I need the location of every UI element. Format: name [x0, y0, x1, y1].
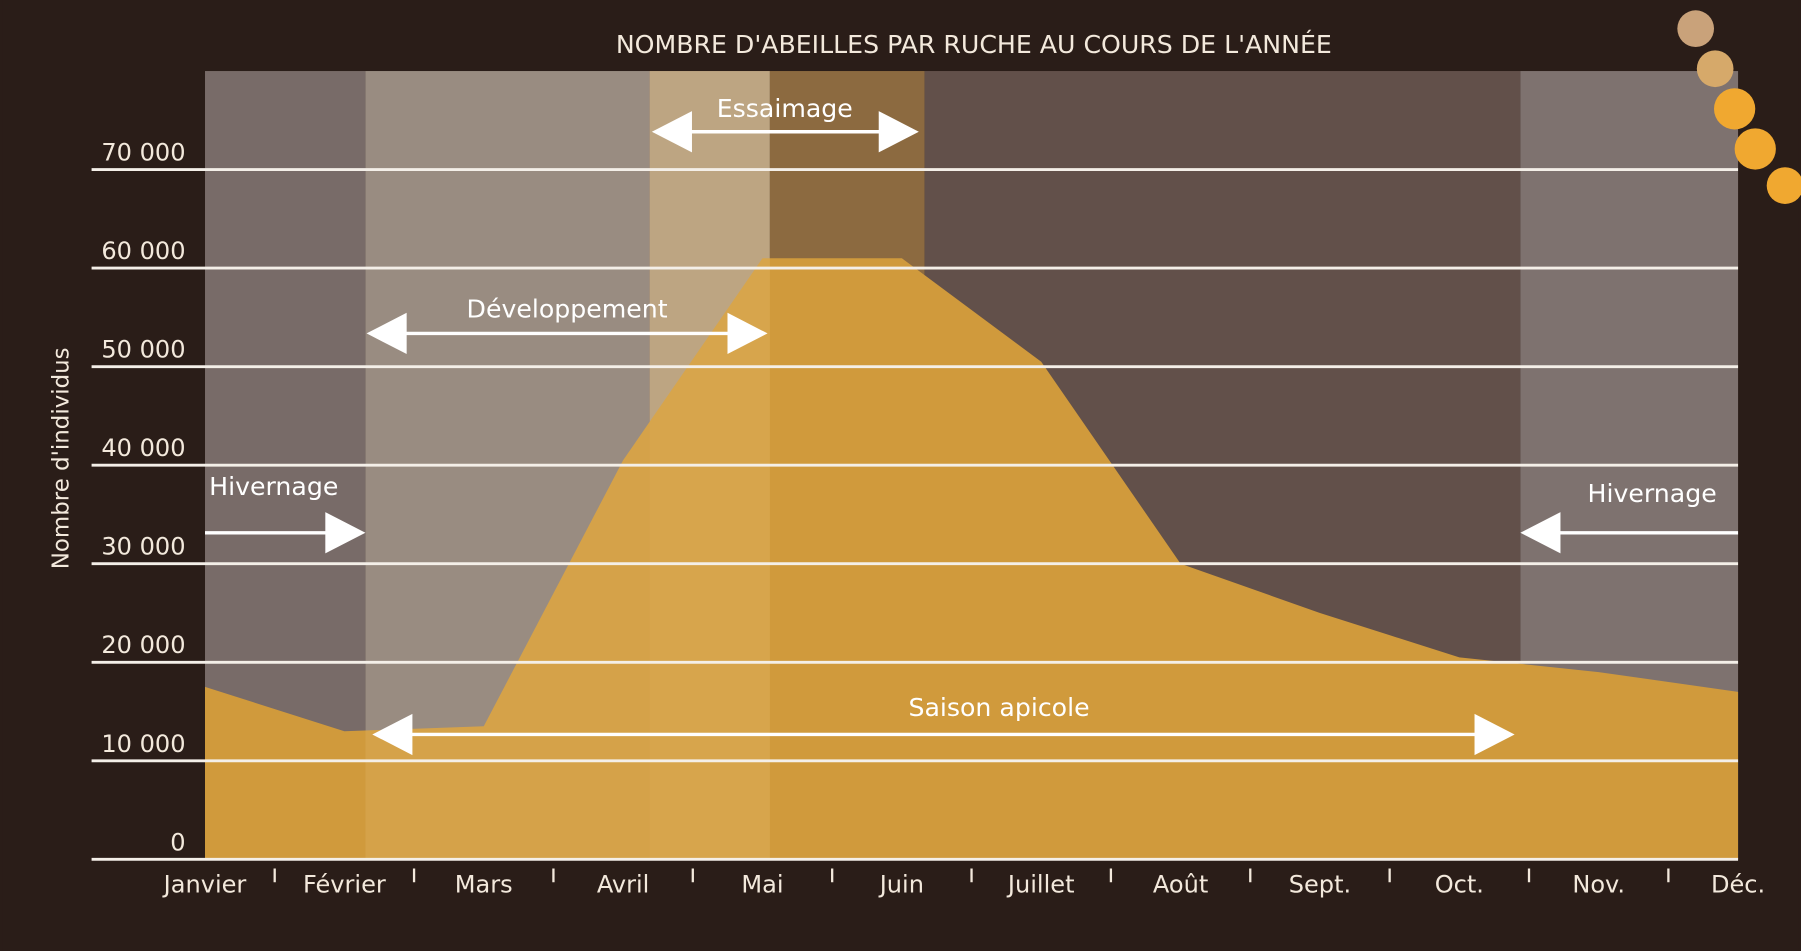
y-tick-label: 40 000	[101, 434, 185, 462]
y-axis-label: Nombre d'individus	[48, 347, 74, 569]
x-tick-label: Avril	[597, 871, 650, 899]
annotation: Hivernage	[1588, 479, 1717, 508]
x-tick-label: Nov.	[1572, 871, 1625, 899]
x-tick-label: Mai	[741, 871, 783, 899]
y-tick-label: 30 000	[101, 533, 185, 561]
y-tick-label: 70 000	[101, 139, 185, 167]
annotation: Essaimage	[717, 94, 853, 123]
chart: NOMBRE D'ABEILLES PAR RUCHE AU COURS DE …	[0, 0, 1801, 951]
x-tick-label: Février	[303, 871, 386, 899]
annotation: Développement	[467, 295, 668, 324]
y-tick-label: 0	[170, 828, 185, 856]
x-tick-label: Juin	[878, 871, 924, 899]
x-tick-label: Janvier	[162, 871, 247, 899]
x-tick-label: Juillet	[1006, 871, 1075, 899]
annotation: Saison apicole	[908, 693, 1089, 722]
x-tick-label: Oct.	[1435, 871, 1484, 899]
chart-title: NOMBRE D'ABEILLES PAR RUCHE AU COURS DE …	[616, 30, 1332, 59]
y-tick-label: 50 000	[101, 336, 185, 364]
annotation: Hivernage	[209, 472, 338, 501]
y-tick-label: 10 000	[101, 730, 185, 758]
x-tick-label: Déc.	[1711, 871, 1765, 899]
y-tick-label: 20 000	[101, 631, 185, 659]
x-tick-label: Mars	[455, 871, 513, 899]
x-tick-label: Sept.	[1289, 871, 1351, 899]
x-tick-label: Août	[1153, 871, 1208, 899]
y-tick-label: 60 000	[101, 237, 185, 265]
